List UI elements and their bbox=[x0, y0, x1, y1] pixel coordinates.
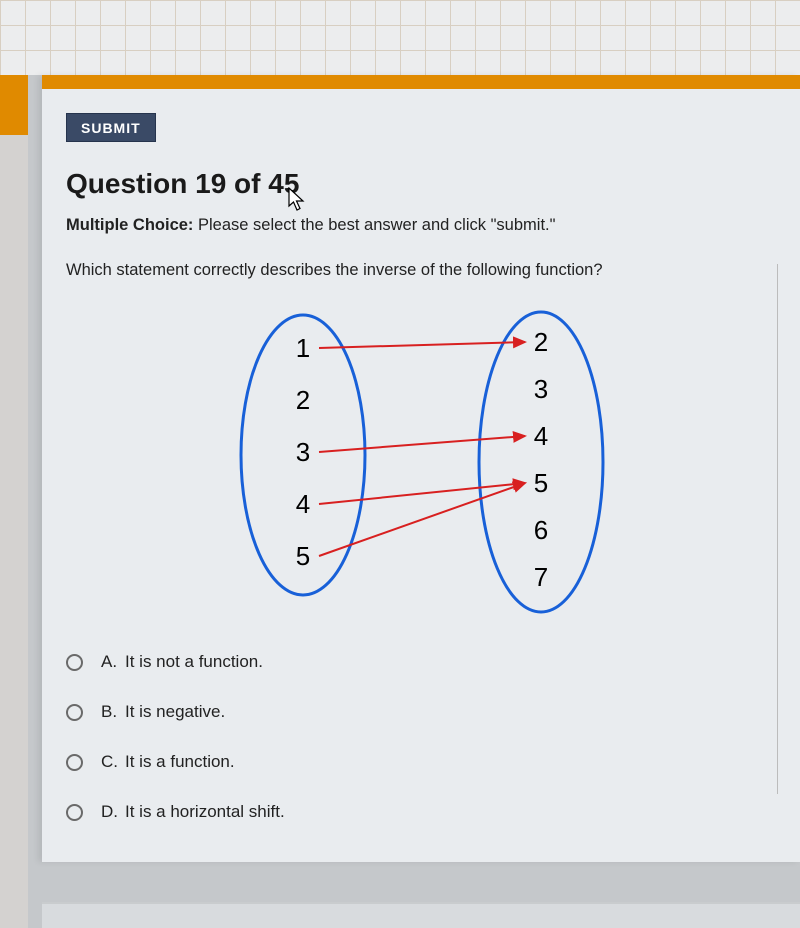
svg-text:6: 6 bbox=[534, 515, 548, 545]
question-title: Question 19 of 45 bbox=[66, 168, 776, 200]
top-grid-background bbox=[0, 0, 800, 75]
answer-text: It is negative. bbox=[125, 702, 225, 722]
svg-text:3: 3 bbox=[534, 374, 548, 404]
svg-text:2: 2 bbox=[534, 327, 548, 357]
multiple-choice-instruction: Multiple Choice: Please select the best … bbox=[66, 216, 776, 235]
card-top-accent bbox=[42, 75, 800, 89]
radio-button[interactable] bbox=[66, 804, 83, 821]
answer-letter: D. bbox=[101, 802, 125, 822]
answer-option-b[interactable]: B.It is negative. bbox=[66, 702, 776, 722]
function-mapping-diagram: 1 2 3 4 5 2 3 4 5 6 7 bbox=[206, 300, 636, 630]
answer-option-d[interactable]: D.It is a horizontal shift. bbox=[66, 802, 776, 822]
svg-text:5: 5 bbox=[296, 541, 310, 571]
answer-option-c[interactable]: C.It is a function. bbox=[66, 752, 776, 772]
right-divider bbox=[777, 264, 778, 794]
radio-button[interactable] bbox=[66, 704, 83, 721]
answer-letter: A. bbox=[101, 652, 125, 672]
answer-letter: B. bbox=[101, 702, 125, 722]
card-content: SUBMIT Question 19 of 45 Multiple Choice… bbox=[42, 89, 800, 862]
left-orange-edge bbox=[0, 75, 28, 135]
svg-text:2: 2 bbox=[296, 385, 310, 415]
question-prompt: Which statement correctly describes the … bbox=[66, 261, 776, 280]
svg-text:4: 4 bbox=[296, 489, 310, 519]
left-light-edge bbox=[0, 135, 28, 928]
radio-button[interactable] bbox=[66, 754, 83, 771]
quiz-card: SUBMIT Question 19 of 45 Multiple Choice… bbox=[42, 75, 800, 862]
answer-list: A.It is not a function. B.It is negative.… bbox=[66, 652, 776, 822]
svg-text:4: 4 bbox=[534, 421, 548, 451]
submit-button[interactable]: SUBMIT bbox=[66, 113, 156, 142]
svg-text:1: 1 bbox=[296, 333, 310, 363]
svg-text:7: 7 bbox=[534, 562, 548, 592]
answer-letter: C. bbox=[101, 752, 125, 772]
answer-option-a[interactable]: A.It is not a function. bbox=[66, 652, 776, 672]
svg-text:3: 3 bbox=[296, 437, 310, 467]
svg-text:5: 5 bbox=[534, 468, 548, 498]
mc-label: Multiple Choice: bbox=[66, 216, 193, 234]
answer-text: It is a function. bbox=[125, 752, 235, 772]
answer-text: It is a horizontal shift. bbox=[125, 802, 285, 822]
answer-text: It is not a function. bbox=[125, 652, 263, 672]
mc-instruction-text: Please select the best answer and click … bbox=[193, 216, 555, 234]
bottom-strip bbox=[42, 902, 800, 928]
radio-button[interactable] bbox=[66, 654, 83, 671]
